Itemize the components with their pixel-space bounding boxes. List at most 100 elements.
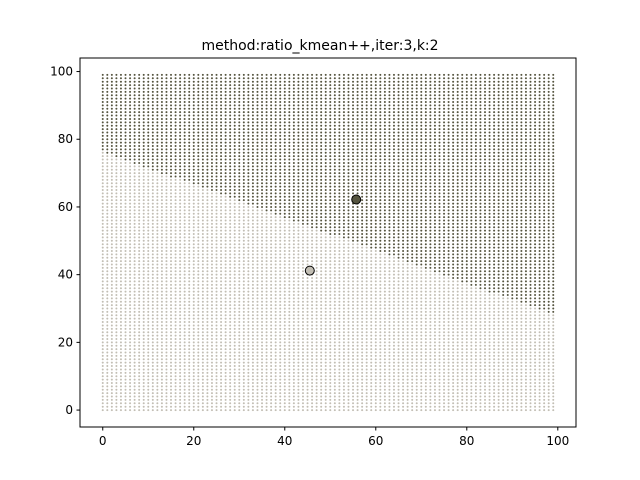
data-point <box>242 73 245 76</box>
data-point <box>279 256 282 259</box>
data-point <box>311 392 314 395</box>
data-point <box>133 249 136 252</box>
data-point <box>183 239 186 242</box>
data-point <box>106 236 109 239</box>
data-point <box>115 216 118 219</box>
data-point <box>142 277 145 280</box>
data-point <box>210 124 213 127</box>
data-point <box>215 195 218 198</box>
data-point <box>215 314 218 317</box>
data-point <box>115 189 118 192</box>
data-point <box>242 392 245 395</box>
data-point <box>251 94 254 97</box>
data-point <box>292 155 295 158</box>
data-point <box>142 90 145 93</box>
data-point <box>170 341 173 344</box>
data-point <box>188 398 191 401</box>
data-point <box>170 229 173 232</box>
data-point <box>115 84 118 87</box>
data-point <box>233 121 236 124</box>
data-point <box>160 80 163 83</box>
data-point <box>106 283 109 286</box>
data-point <box>192 273 195 276</box>
data-point <box>115 209 118 212</box>
data-point <box>170 317 173 320</box>
data-point <box>156 94 159 97</box>
data-point <box>229 290 232 293</box>
data-point <box>133 351 136 354</box>
data-point <box>174 253 177 256</box>
data-point <box>124 307 127 310</box>
data-point <box>119 304 122 307</box>
data-point <box>151 236 154 239</box>
data-point <box>201 304 204 307</box>
data-point <box>151 300 154 303</box>
data-point <box>110 145 113 148</box>
data-point <box>142 141 145 144</box>
data-point <box>183 185 186 188</box>
data-point <box>210 243 213 246</box>
data-point <box>274 111 277 114</box>
data-point <box>124 297 127 300</box>
data-point <box>247 341 250 344</box>
data-point <box>188 365 191 368</box>
data-point <box>101 84 104 87</box>
data-point <box>106 172 109 175</box>
data-point <box>129 239 132 242</box>
data-point <box>247 290 250 293</box>
data-point <box>133 385 136 388</box>
data-point <box>170 121 173 124</box>
data-point <box>233 351 236 354</box>
data-point <box>206 375 209 378</box>
data-point <box>133 222 136 225</box>
data-point <box>215 178 218 181</box>
data-point <box>115 97 118 100</box>
data-point <box>247 402 250 405</box>
data-point <box>119 229 122 232</box>
data-point <box>301 277 304 280</box>
data-point <box>292 358 295 361</box>
data-point <box>170 253 173 256</box>
data-point <box>160 243 163 246</box>
data-point <box>292 287 295 290</box>
data-point <box>106 107 109 110</box>
data-point <box>151 314 154 317</box>
data-point <box>165 185 168 188</box>
data-point <box>197 398 200 401</box>
data-point <box>261 395 264 398</box>
data-point <box>324 381 327 384</box>
data-point <box>115 161 118 164</box>
data-point <box>151 361 154 364</box>
data-point <box>201 334 204 337</box>
data-point <box>261 321 264 324</box>
data-point <box>174 222 177 225</box>
data-point <box>179 314 182 317</box>
data-point <box>179 293 182 296</box>
data-point <box>220 321 223 324</box>
data-point <box>183 158 186 161</box>
data-point <box>101 392 104 395</box>
data-point <box>124 378 127 381</box>
data-point <box>124 165 127 168</box>
data-point <box>247 73 250 76</box>
data-point <box>215 293 218 296</box>
data-point <box>174 158 177 161</box>
data-point <box>124 348 127 351</box>
data-point <box>124 273 127 276</box>
data-point <box>110 185 113 188</box>
data-point <box>183 148 186 151</box>
data-point <box>133 381 136 384</box>
data-point <box>215 344 218 347</box>
data-point <box>311 134 314 137</box>
data-point <box>251 145 254 148</box>
data-point <box>242 104 245 107</box>
data-point <box>142 253 145 256</box>
data-point <box>188 134 191 137</box>
data-point <box>301 402 304 405</box>
data-point <box>233 185 236 188</box>
data-point <box>229 371 232 374</box>
data-point <box>247 277 250 280</box>
data-point <box>265 111 268 114</box>
data-point <box>156 212 159 215</box>
data-point <box>261 348 264 351</box>
